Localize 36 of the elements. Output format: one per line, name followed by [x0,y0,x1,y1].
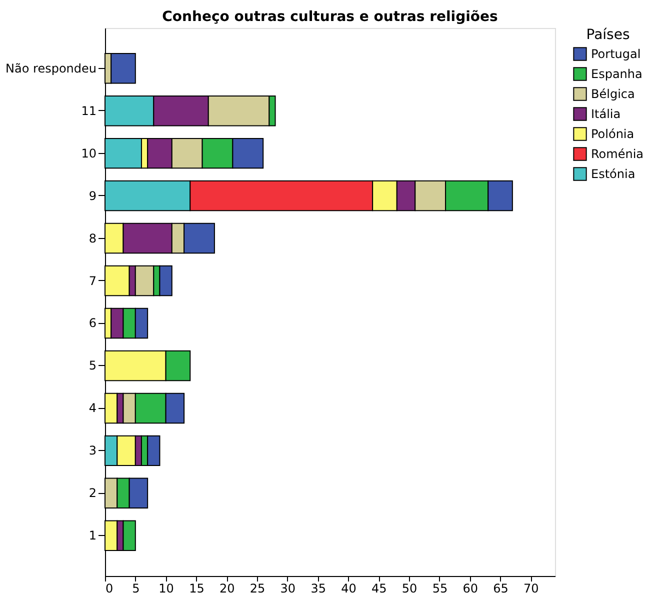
legend-label: Itália [591,107,621,121]
x-tick-label: 10 [158,582,174,596]
y-tick-label: 1 [88,528,96,543]
x-tick-label: 55 [432,582,448,596]
x-tick-label: 50 [402,582,418,596]
y-tick-label: 8 [88,231,96,246]
legend-label: Espanha [591,67,642,81]
x-tick-label: 70 [524,582,539,596]
y-tick-label: 7 [88,274,96,288]
y-tick-label: 10 [81,146,96,160]
legend-label: Polónia [591,127,634,141]
x-tick-label: 5 [132,582,140,596]
legend-title: Países [586,27,630,43]
x-tick-label: 45 [372,582,387,596]
x-tick-label: 20 [219,582,235,596]
x-tick-label: 15 [189,582,204,596]
x-tick-label: 25 [250,582,266,596]
chart-title: Conheço outras culturas e outras religiões [162,9,498,25]
y-tick-label: 9 [88,188,96,203]
y-tick-label: 11 [81,104,96,118]
legend-label: Portugal [591,47,641,61]
x-tick-label: 30 [280,582,296,596]
legend-label: Estónia [591,167,636,181]
x-tick-label: 60 [462,582,478,596]
y-tick-label: 4 [88,401,96,416]
x-tick-label: 40 [341,582,356,596]
y-tick-label: 6 [88,316,96,330]
x-tick-label: 65 [493,582,508,596]
x-tick-label: 35 [310,582,326,596]
y-tick-label: 5 [88,358,96,373]
legend-label: Bélgica [591,87,635,101]
y-tick-label: 2 [88,486,96,500]
y-tick-label: 3 [88,444,96,458]
y-tick-label: Não respondeu [6,61,96,76]
legend-label: Roménia [591,147,644,161]
x-tick-label: 0 [106,582,114,596]
